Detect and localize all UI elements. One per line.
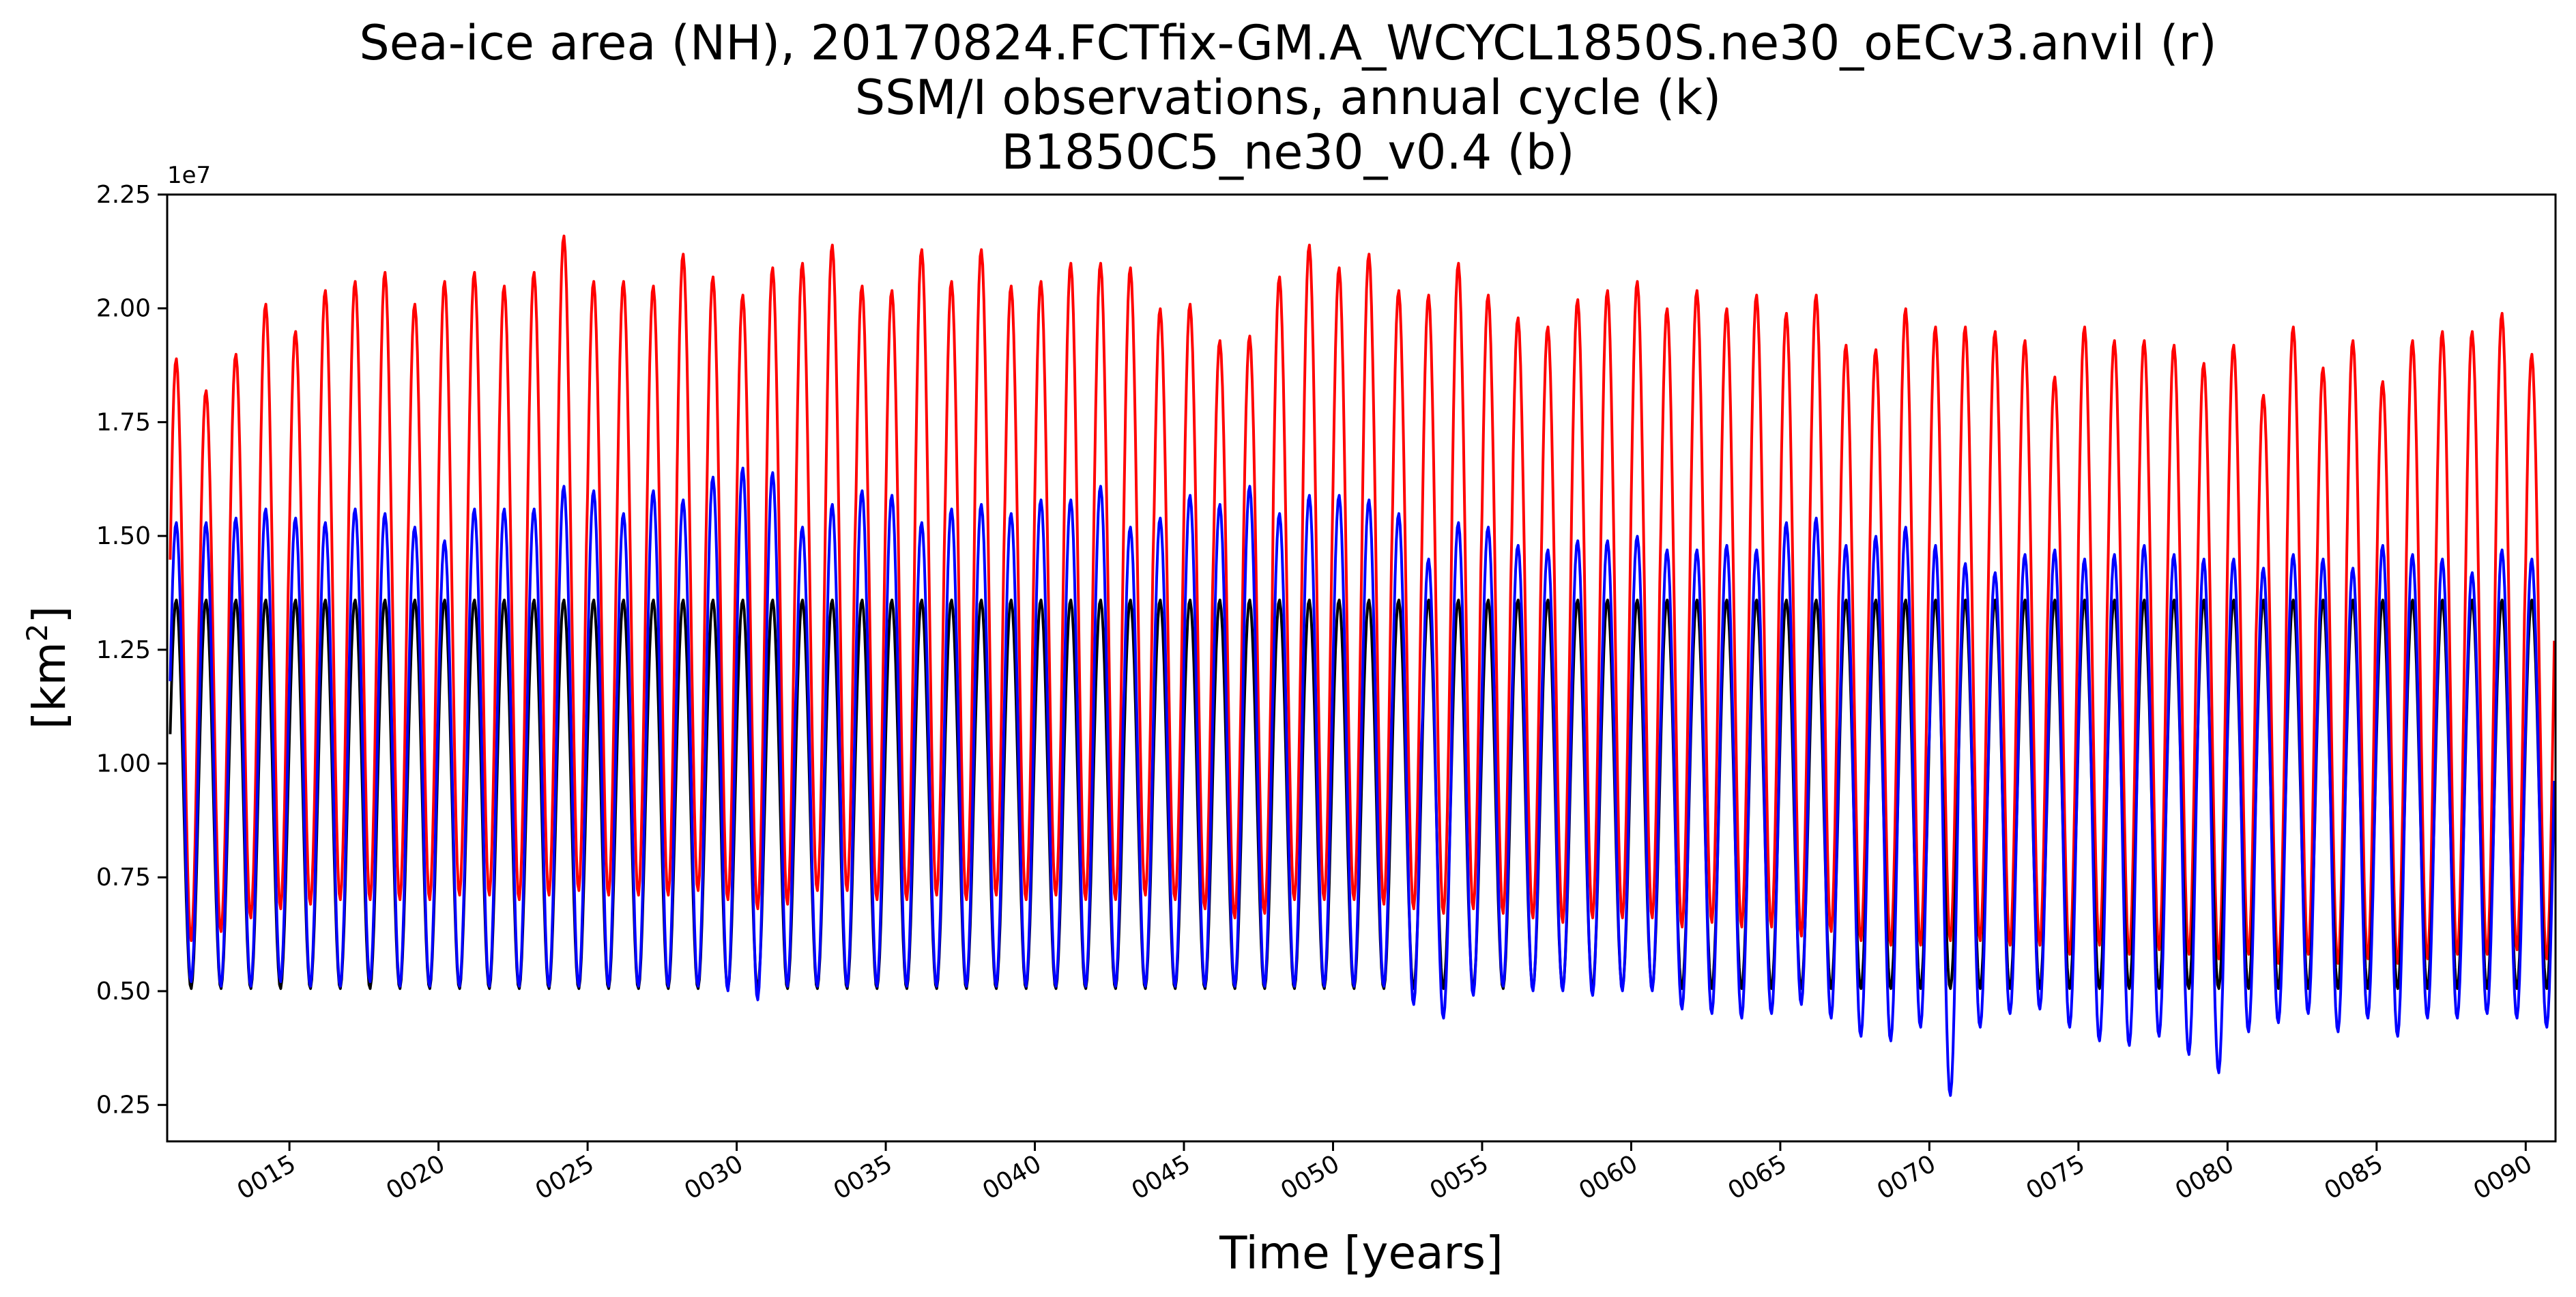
chart-title-line-2: SSM/I observations, annual cycle (k) — [854, 70, 1722, 126]
y-tick-label: 1.25 — [96, 636, 151, 664]
series-layer — [169, 234, 2556, 1097]
series-line-0 — [169, 234, 2556, 965]
x-tick-label: 0065 — [1724, 1150, 1792, 1205]
y-tick-label: 1.75 — [96, 408, 151, 436]
x-tick-label: 0070 — [1872, 1150, 1941, 1205]
y-offset-label: 1e7 — [167, 162, 211, 189]
x-tick-label: 0025 — [531, 1150, 599, 1205]
x-tick-label: 0090 — [2469, 1150, 2537, 1205]
x-tick-label: 0015 — [233, 1150, 301, 1205]
y-axis-label-end: ] — [23, 606, 76, 624]
x-tick-label: 0080 — [2171, 1150, 2239, 1205]
x-tick-label: 0020 — [381, 1150, 450, 1205]
y-tick-label: 0.50 — [96, 978, 151, 1006]
x-axis-label: Time [years] — [1219, 1227, 1503, 1279]
y-tick-label: 2.25 — [96, 181, 151, 209]
y-tick-label: 0.25 — [96, 1092, 151, 1120]
y-axis-label-sup: 2 — [20, 623, 54, 642]
chart-title-line-3: B1850C5_ne30_v0.4 (b) — [1001, 124, 1575, 180]
y-tick-label: 1.00 — [96, 750, 151, 778]
y-axis-label: [km2] — [20, 606, 76, 730]
y-tick-label: 0.75 — [96, 864, 151, 892]
y-tick-label: 2.00 — [96, 295, 151, 323]
series-line-2 — [169, 466, 2556, 1097]
y-axis-label-base: [km — [23, 642, 76, 729]
plot-frame — [166, 193, 2557, 1143]
y-axis: 0.25 0.50 0.75 1.00 1.25 1.50 1.75 2.00 2.25 — [96, 181, 167, 1120]
x-axis: 0015 0020 0025 0030 0035 0040 0045 0050 0055 0060… — [233, 1141, 2537, 1206]
x-tick-label: 0085 — [2319, 1150, 2388, 1205]
x-tick-label: 0040 — [978, 1150, 1046, 1205]
x-tick-label: 0060 — [1574, 1150, 1642, 1205]
x-tick-label: 0050 — [1276, 1150, 1344, 1205]
x-tick-label: 0055 — [1426, 1150, 1494, 1205]
x-tick-label: 0045 — [1127, 1150, 1196, 1205]
y-tick-label: 1.50 — [96, 522, 151, 550]
x-tick-label: 0030 — [680, 1150, 748, 1205]
x-tick-label: 0035 — [829, 1150, 897, 1205]
x-tick-label: 0075 — [2022, 1150, 2090, 1205]
chart-title-line-1: Sea-ice area (NH), 20170824.FCTfix-GM.A_… — [359, 15, 2217, 71]
